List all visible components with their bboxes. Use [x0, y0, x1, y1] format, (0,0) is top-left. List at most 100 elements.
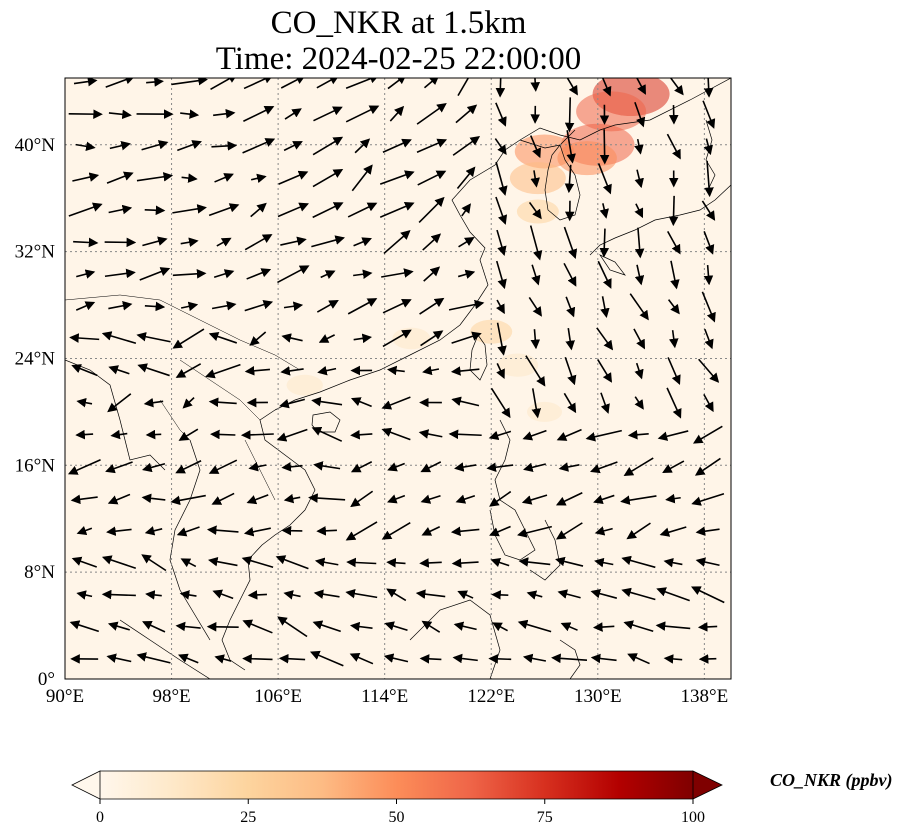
wind-arrow — [316, 526, 337, 536]
co-plume-5 — [509, 162, 566, 195]
wind-arrow — [496, 299, 505, 315]
wind-arrow — [495, 78, 506, 98]
wind-arrow — [555, 522, 583, 540]
wind-arrow — [284, 108, 302, 120]
wind-arrow — [104, 268, 136, 279]
wind-arrow — [566, 130, 576, 164]
wind-arrow — [551, 653, 588, 664]
wind-arrow — [634, 138, 644, 155]
wind-arrow — [146, 78, 164, 87]
wind-arrow — [141, 493, 166, 504]
wind-arrow — [350, 461, 373, 473]
wind-arrow — [585, 429, 622, 442]
wind-arrow — [354, 138, 371, 154]
lat-tick-label: 8°N — [24, 562, 55, 583]
wind-arrow — [636, 78, 646, 95]
wind-arrow — [662, 460, 685, 473]
map-frame — [64, 77, 732, 680]
wind-arrow — [382, 138, 412, 153]
wind-arrow — [277, 265, 310, 284]
wind-arrow — [101, 555, 137, 570]
wind-arrow — [278, 653, 306, 664]
wind-arrow — [626, 522, 651, 540]
wind-arrow — [491, 590, 509, 600]
wind-arrow — [627, 429, 649, 440]
wind-arrow — [634, 203, 644, 219]
wind-arrow — [106, 653, 132, 663]
lat-tick-label: 0° — [38, 669, 55, 690]
wind-arrow — [311, 396, 343, 407]
wind-arrow — [627, 653, 650, 665]
wind-arrow — [73, 78, 98, 87]
wind-arrow — [106, 526, 132, 536]
wind-arrow — [555, 492, 583, 506]
wind-arrow — [599, 228, 610, 258]
wind-arrow — [597, 359, 612, 383]
wind-arrow — [172, 269, 207, 279]
wind-arrow — [136, 332, 171, 343]
wind-arrow — [489, 490, 512, 507]
wind-arrow — [208, 459, 238, 474]
lat-tick-label: 40°N — [15, 135, 56, 156]
wind-arrow — [320, 270, 336, 279]
wind-arrow — [241, 556, 274, 569]
wind-arrow — [703, 264, 714, 286]
wind-arrow — [345, 105, 380, 123]
lat-tick-label: 16°N — [15, 455, 56, 476]
wind-arrow — [313, 106, 343, 122]
wind-arrow — [415, 589, 446, 599]
wind-arrow — [620, 495, 657, 505]
wind-arrow — [177, 140, 202, 152]
wind-arrow — [283, 493, 301, 504]
wind-arrow — [275, 555, 309, 570]
wind-arrow — [180, 301, 199, 312]
wind-arrow — [280, 366, 304, 376]
wind-arrow — [313, 461, 341, 471]
wind-arrow — [420, 330, 444, 347]
wind-arrow — [486, 462, 514, 473]
wind-arrow — [526, 590, 543, 600]
wind-arrow — [350, 429, 373, 440]
wind-arrow — [381, 521, 411, 540]
wind-vectors — [67, 78, 725, 667]
wind-arrow — [142, 620, 166, 633]
wind-arrow — [634, 102, 646, 128]
wind-arrow — [144, 526, 163, 536]
wind-arrow — [528, 296, 542, 317]
colorbar-body — [100, 771, 693, 799]
wind-arrow — [701, 291, 716, 323]
wind-arrow — [108, 204, 133, 215]
wind-arrow — [594, 557, 614, 568]
wind-arrow — [143, 397, 164, 408]
wind-arrow — [623, 620, 654, 633]
wind-arrow — [386, 365, 405, 376]
wind-arrow — [704, 328, 714, 350]
wind-arrow — [565, 296, 576, 318]
wind-arrow — [382, 329, 412, 348]
wind-arrow — [564, 357, 577, 386]
wind-arrow — [208, 397, 237, 407]
wind-arrow — [386, 557, 406, 568]
wind-arrow — [107, 621, 130, 631]
wind-arrow — [170, 494, 206, 506]
wind-arrow — [379, 170, 415, 185]
wind-arrow — [695, 557, 720, 567]
wind-arrow — [312, 168, 344, 188]
wind-arrow — [691, 586, 725, 604]
wind-arrow — [110, 429, 128, 440]
wind-arrow — [250, 173, 267, 184]
wind-arrow — [69, 333, 100, 343]
wind-arrow — [244, 366, 271, 376]
wind-arrow — [108, 301, 133, 311]
wind-arrow — [311, 426, 343, 442]
wind-arrow — [350, 490, 374, 508]
wind-arrow — [281, 462, 303, 472]
wind-arrow — [416, 103, 447, 125]
wind-arrow — [277, 202, 309, 218]
colorbar-tick-label: 50 — [389, 809, 405, 826]
wind-arrow — [694, 457, 721, 476]
wind-arrow — [703, 231, 715, 255]
lon-tick-label: 98°E — [152, 686, 190, 707]
wind-arrow — [596, 327, 614, 351]
